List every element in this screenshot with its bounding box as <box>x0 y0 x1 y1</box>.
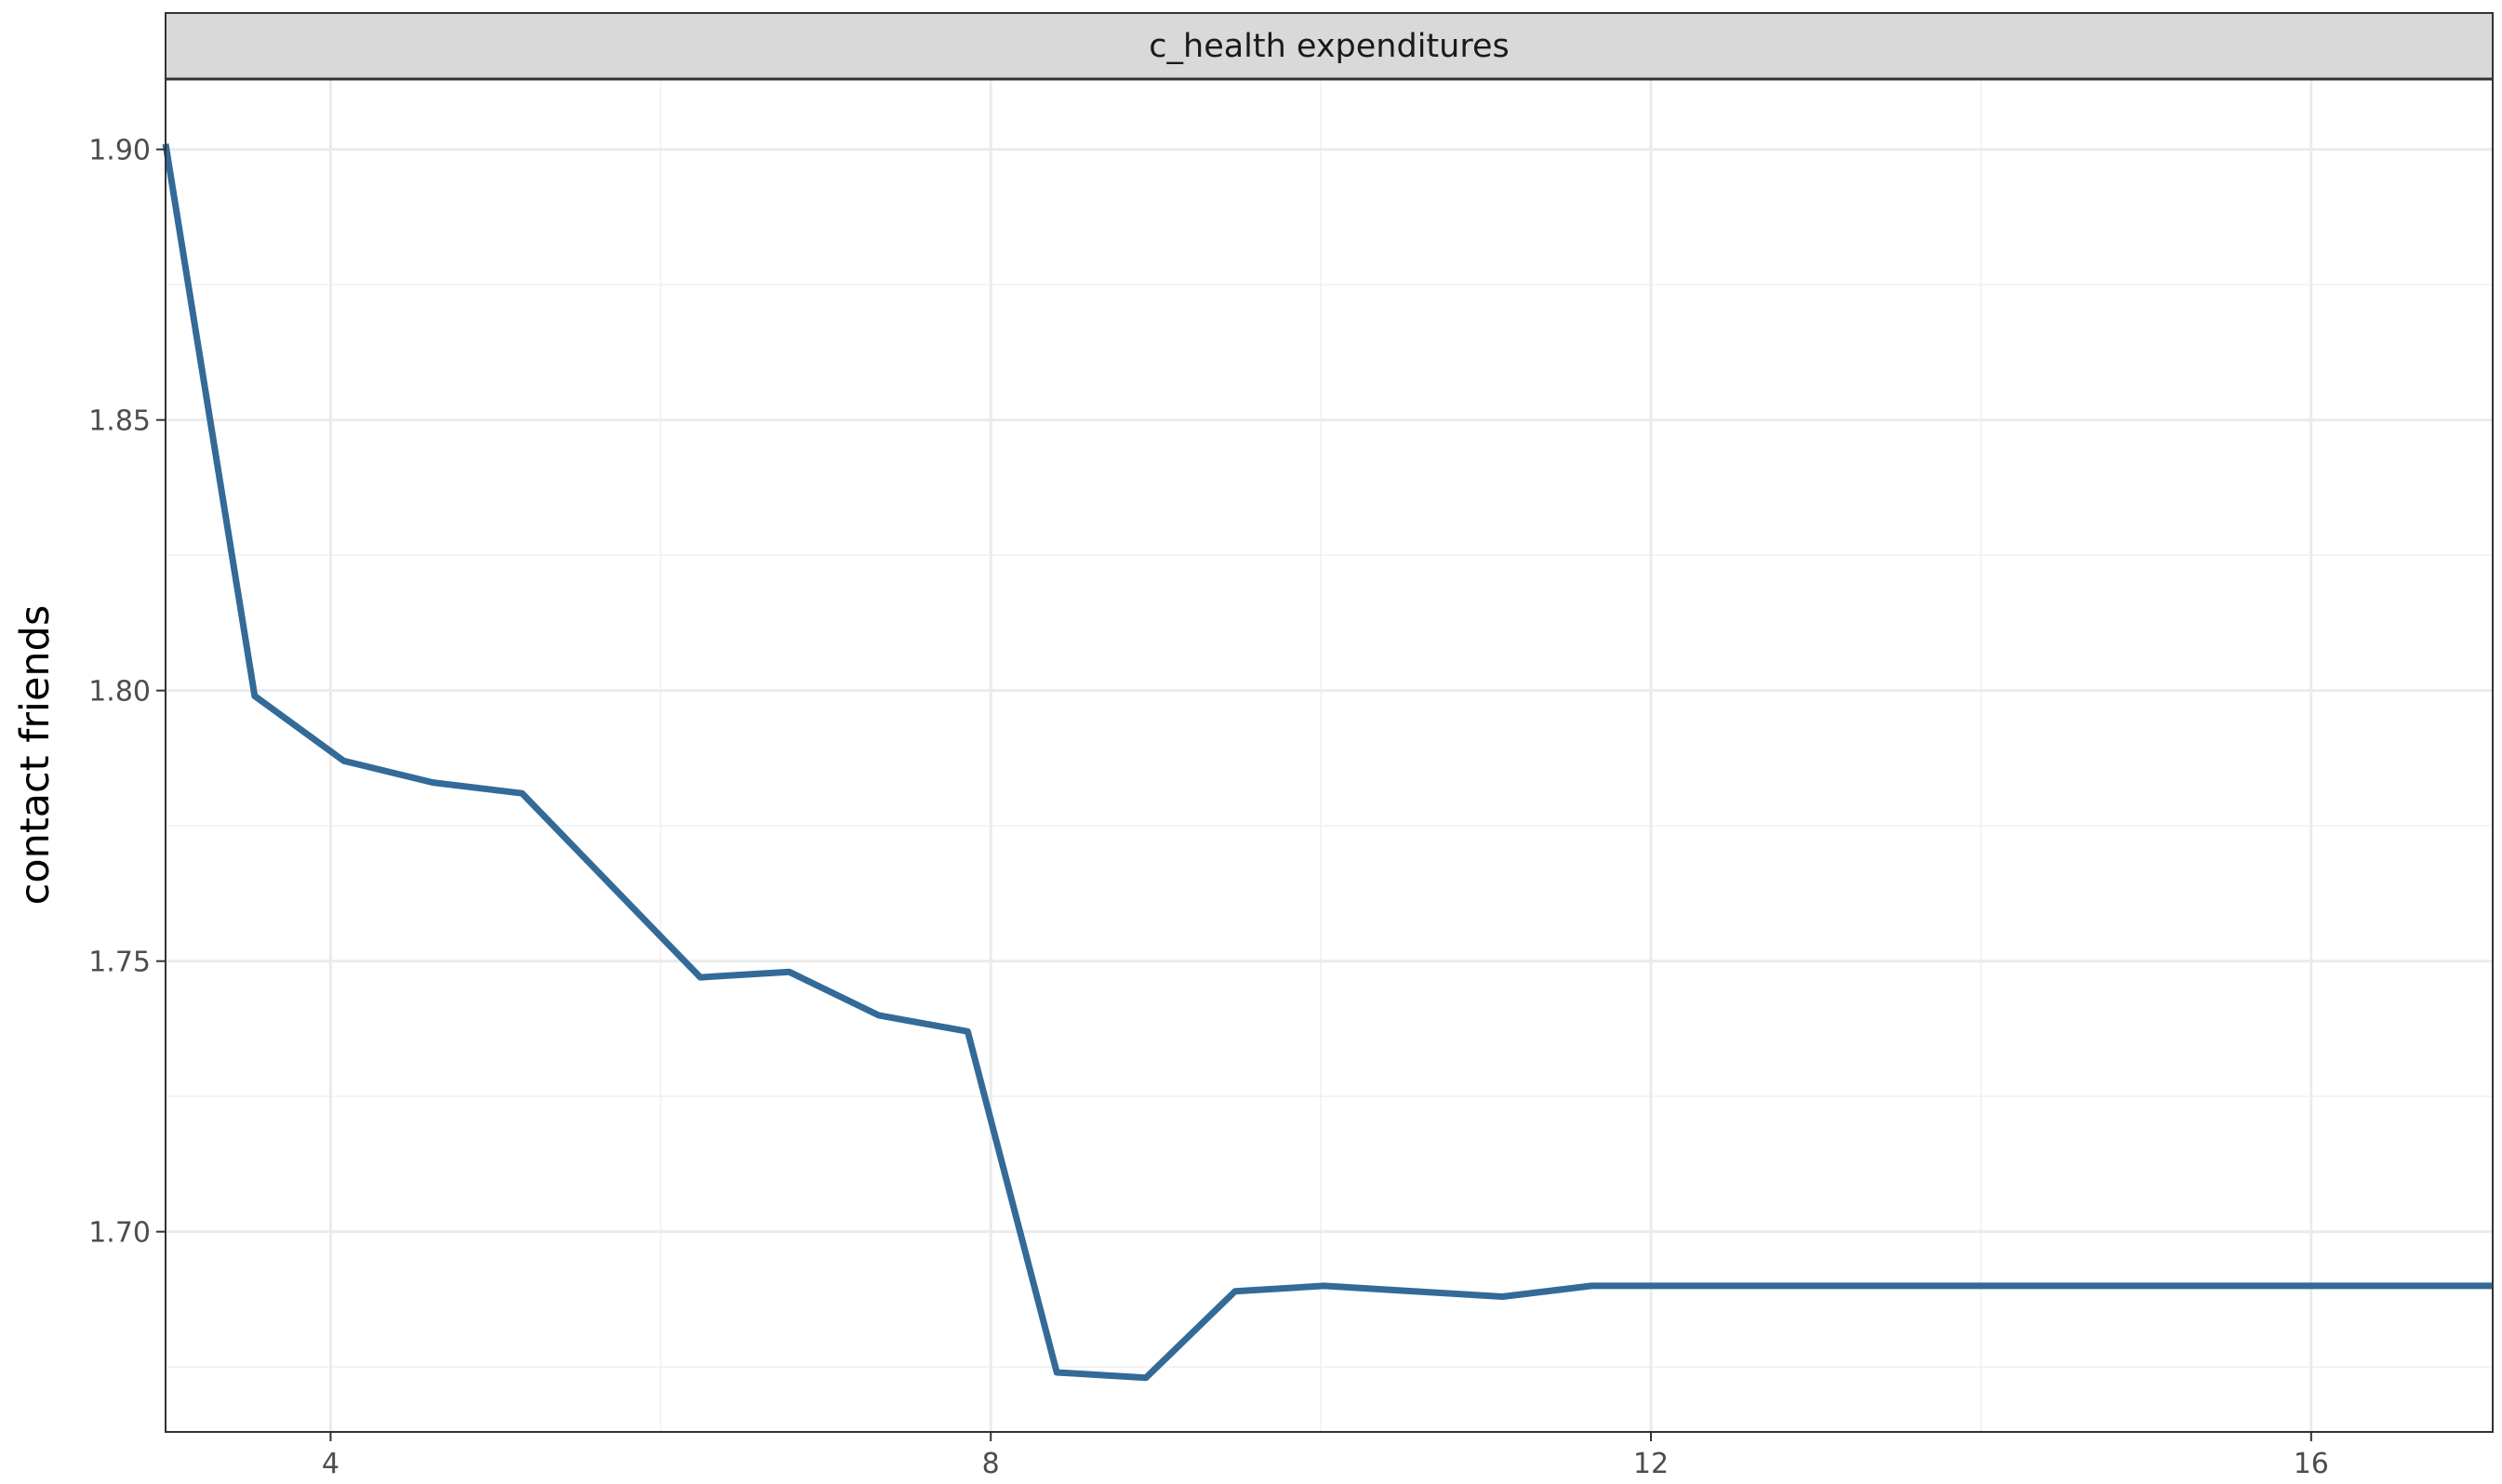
series-line <box>162 143 2493 1382</box>
y-tick-label: 1.80 <box>88 676 151 709</box>
x-tick-label: 16 <box>2294 1448 2329 1480</box>
y-tick-label: 1.75 <box>88 947 151 979</box>
grid-major <box>166 79 2493 1432</box>
grid-minor <box>166 79 2493 1432</box>
facet-strip-label: c_health expenditures <box>1149 28 1509 65</box>
y-tick-label: 1.70 <box>88 1217 151 1250</box>
y-axis: 1.70 1.75 1.80 1.85 1.90 <box>88 135 166 1250</box>
y-tick-label: 1.90 <box>88 135 151 167</box>
series-layer <box>162 143 2493 1382</box>
x-tick-label: 4 <box>322 1448 339 1480</box>
x-axis: 4 8 12 16 <box>322 1432 2329 1480</box>
y-tick-label: 1.85 <box>88 405 151 438</box>
x-tick-label: 8 <box>982 1448 1000 1480</box>
facet-strip <box>165 12 2494 80</box>
x-tick-label: 12 <box>1633 1448 1669 1480</box>
panel-background <box>166 79 2493 1432</box>
y-axis-title: contact friends <box>12 605 59 906</box>
